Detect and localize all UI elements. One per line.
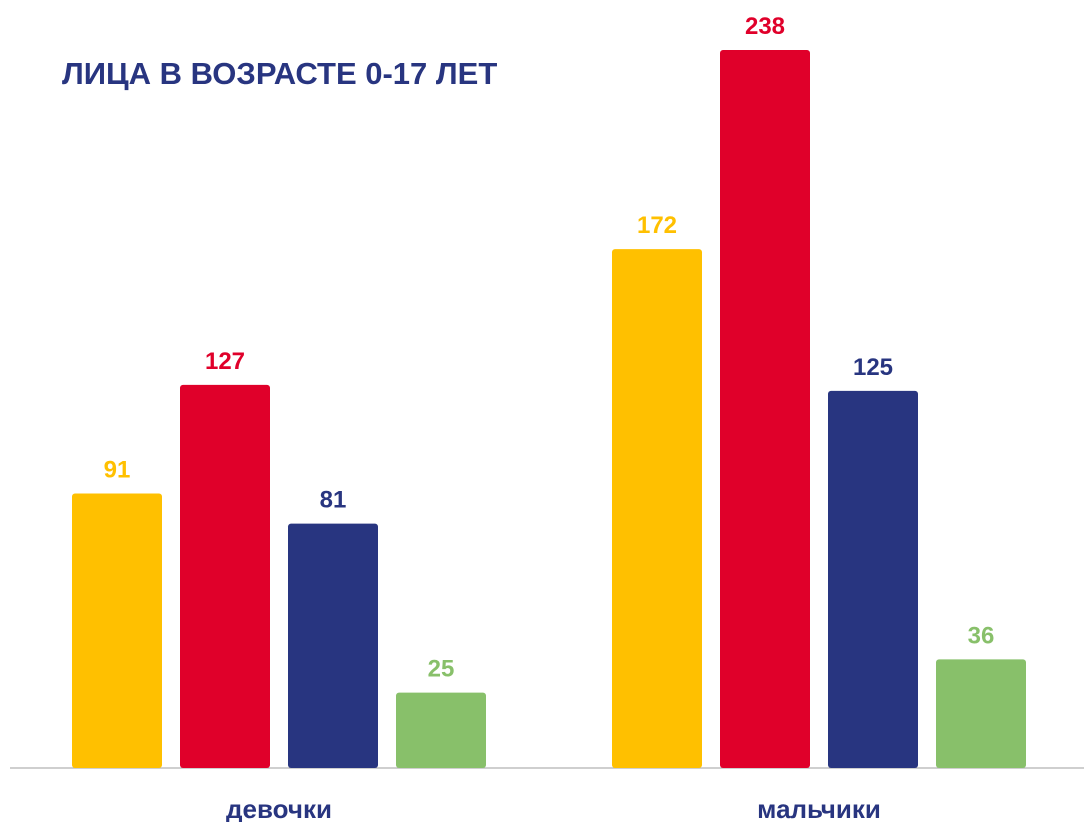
data-label: 127 [205, 348, 245, 375]
bar [180, 384, 270, 768]
x-tick-label: мальчики [757, 794, 881, 822]
bar [720, 50, 810, 768]
chart-title: ЛИЦА В ВОЗРАСТЕ 0-17 ЛЕТ [62, 56, 497, 91]
bar [288, 523, 378, 768]
data-label: 25 [428, 656, 455, 683]
data-label: 172 [637, 212, 677, 239]
bar [936, 659, 1026, 768]
data-label: 91 [104, 456, 131, 483]
data-label: 36 [968, 622, 995, 649]
data-label: 125 [853, 354, 893, 381]
x-tick-label: девочки [226, 794, 332, 822]
bar [72, 493, 162, 768]
data-label: 238 [745, 13, 785, 40]
bar [396, 692, 486, 768]
bar [828, 390, 918, 768]
bar [612, 249, 702, 768]
data-label: 81 [320, 487, 347, 514]
